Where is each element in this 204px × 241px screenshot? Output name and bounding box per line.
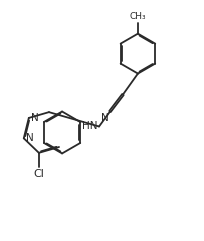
Text: Cl: Cl — [33, 169, 44, 179]
Text: HN: HN — [82, 121, 97, 132]
Text: CH₃: CH₃ — [130, 12, 146, 21]
Text: N: N — [31, 113, 39, 123]
Text: N: N — [26, 133, 34, 143]
Text: N: N — [101, 113, 108, 122]
